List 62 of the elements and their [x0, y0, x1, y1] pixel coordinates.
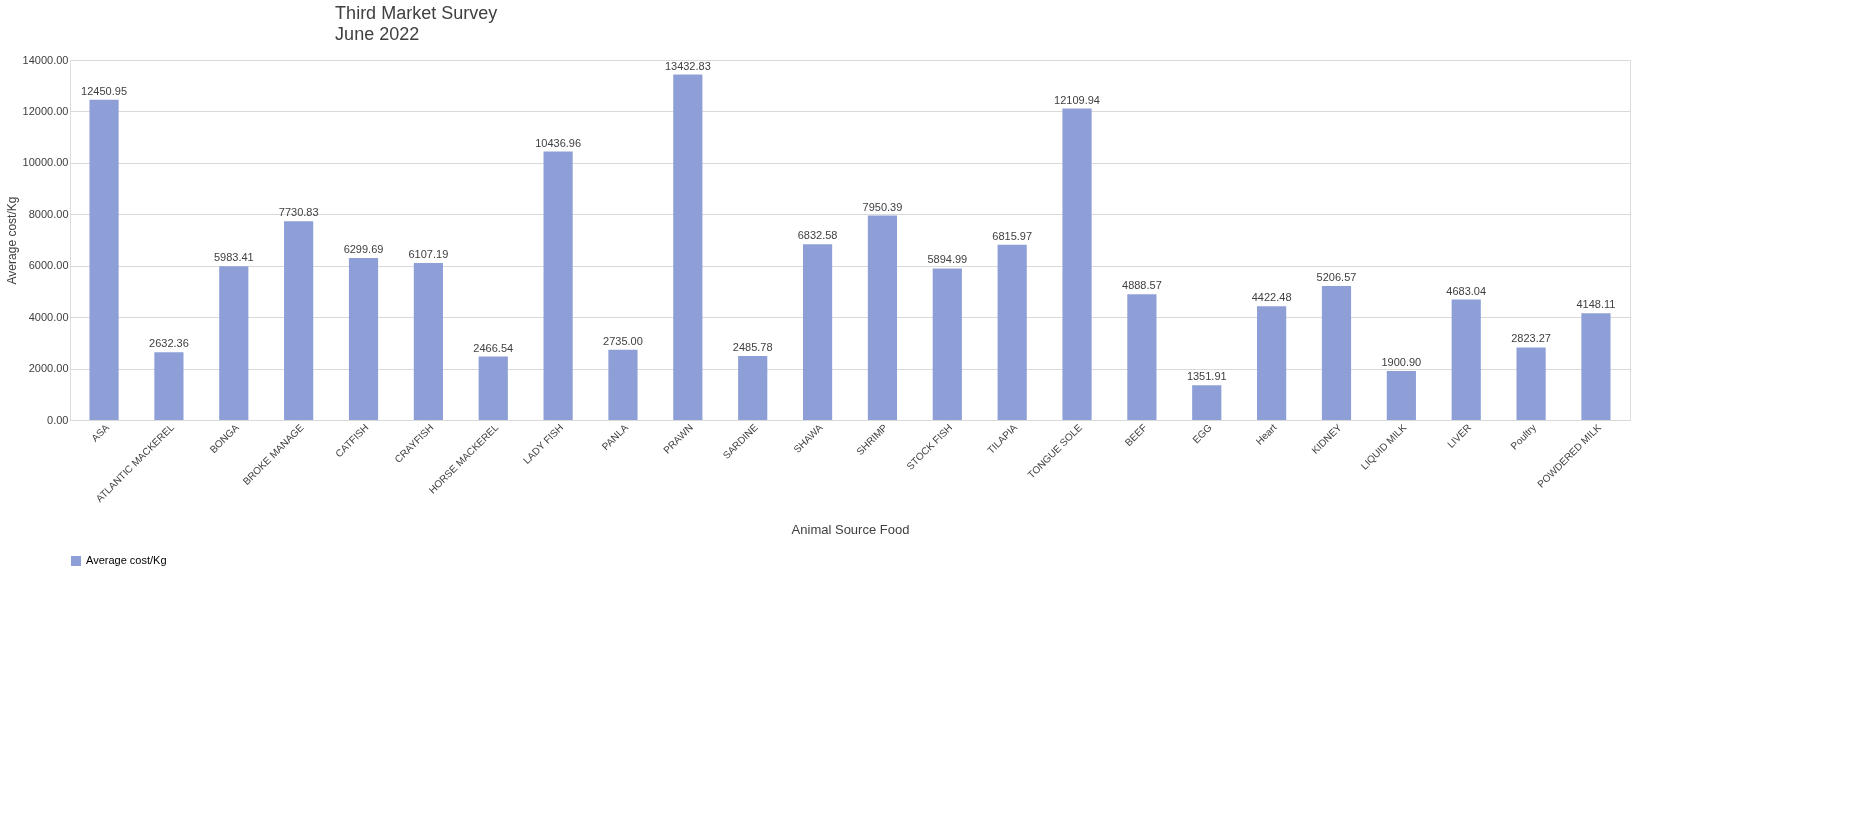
- y-tick-label: 4000.00: [28, 310, 69, 323]
- data-label: 5894.99: [927, 253, 968, 266]
- data-label: 7730.83: [278, 206, 319, 219]
- y-tick-label: 6000.00: [28, 259, 69, 272]
- y-tick-label: 0.00: [47, 413, 69, 426]
- data-label: 6815.97: [992, 229, 1033, 242]
- chart-subtitle: June 2022: [335, 24, 420, 44]
- y-tick-label: 14000.00: [22, 53, 69, 66]
- data-label: 4888.57: [1122, 279, 1162, 292]
- bar: [1257, 306, 1287, 420]
- data-label: 5983.41: [213, 251, 254, 264]
- data-label: 12109.94: [1054, 93, 1100, 106]
- bar: [1192, 385, 1222, 420]
- data-label: 1351.91: [1186, 370, 1227, 383]
- bar: [932, 268, 962, 420]
- bar: [997, 244, 1027, 420]
- y-tick-label: 8000.00: [28, 207, 69, 220]
- bar: [348, 258, 379, 420]
- y-tick-label: 10000.00: [22, 156, 69, 169]
- y-tick-label: 12000.00: [22, 104, 69, 117]
- data-label: 2823.27: [1511, 332, 1551, 345]
- bar: [1386, 371, 1416, 420]
- data-label: 6832.58: [797, 229, 838, 242]
- data-label: 1900.90: [1381, 356, 1422, 369]
- bar: [1127, 294, 1157, 420]
- data-label: 12450.95: [81, 84, 127, 97]
- bar: [867, 215, 898, 420]
- y-axis-title: Average cost/Kg: [4, 196, 19, 285]
- data-label: 2466.54: [473, 341, 514, 354]
- legend-label: Average cost/Kg: [86, 554, 167, 566]
- bar: [802, 244, 833, 420]
- bar: [1321, 286, 1352, 420]
- data-label: 7950.39: [862, 200, 903, 213]
- x-axis-title: Animal Source Food: [791, 522, 910, 538]
- data-label: 13432.83: [664, 59, 711, 72]
- bar: [1451, 299, 1481, 420]
- data-label: 5206.57: [1316, 271, 1357, 284]
- bar: [738, 356, 768, 420]
- bar: [608, 349, 638, 420]
- data-label: 6299.69: [343, 243, 384, 256]
- data-label: 2632.36: [149, 337, 189, 350]
- bar: [219, 266, 249, 420]
- bar: [478, 356, 508, 420]
- chart-title: Third Market Survey: [335, 3, 498, 23]
- y-tick-label: 2000.00: [28, 362, 69, 375]
- bar: [89, 99, 119, 420]
- data-label: 4422.48: [1251, 291, 1292, 304]
- bar: [1581, 313, 1611, 420]
- data-label: 10436.96: [535, 136, 582, 149]
- data-label: 6107.19: [408, 247, 449, 260]
- bar: [413, 262, 443, 420]
- bar: [543, 151, 573, 420]
- data-label: 4683.04: [1446, 284, 1487, 297]
- bar: [284, 221, 314, 420]
- bar: [154, 352, 184, 420]
- data-label: 2485.78: [732, 341, 773, 354]
- x-tick-label: ASA: [89, 421, 112, 444]
- data-label: 4148.11: [1576, 298, 1616, 311]
- bar: [1062, 108, 1092, 420]
- bar: [673, 74, 703, 420]
- bar: [1516, 347, 1546, 420]
- data-label: 2735.00: [603, 334, 643, 347]
